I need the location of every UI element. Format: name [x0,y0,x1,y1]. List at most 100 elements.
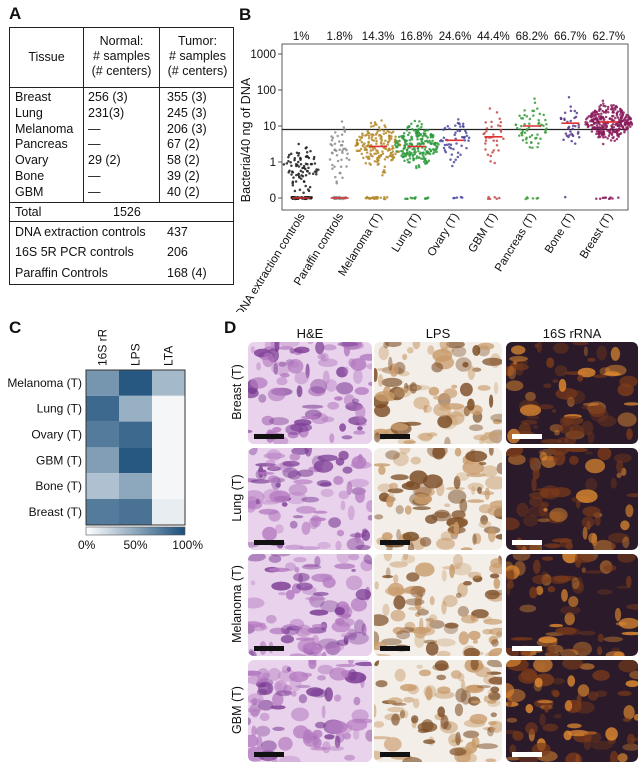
data-point [308,172,311,175]
tissue-blob [302,732,320,748]
scale-bar [512,434,542,439]
tissue-blob [468,630,481,641]
tissue-blob [363,554,372,565]
tissue-blob [392,702,407,706]
tissue-blob [353,696,361,706]
data-point [369,149,373,152]
data-point [383,147,387,150]
heatmap-cell [86,473,119,499]
data-point [495,111,499,114]
data-point [619,120,623,123]
data-point [408,138,412,142]
micrograph-rna [506,554,638,656]
tissue-blob [314,556,321,567]
data-point [542,113,545,117]
data-point [606,107,610,111]
tissue-blob [548,511,566,524]
scale-bar [254,540,284,545]
data-point [304,162,308,166]
tissue-blob [537,700,553,704]
tissue-blob [250,377,268,389]
tissue-blob [488,648,502,656]
header-tumor: Tumor: # samples (# centers) [167,34,228,78]
control-label: DNA extraction controls [15,225,146,239]
x-tick-label: DNA extraction controls [236,211,308,312]
tissue-blob [477,385,491,391]
data-point [418,143,422,146]
tissue-blob [597,415,617,427]
micrograph-row-label: Melanoma (T) [230,565,244,643]
data-point [330,138,334,142]
data-point [525,127,529,131]
tissue-blob [368,381,372,386]
heatmap-cell [86,395,119,422]
tissue-blob [553,342,569,354]
tissue-blob [630,737,638,742]
tissue-blob [346,481,353,496]
data-point [623,122,627,125]
data-point [367,136,371,140]
tissue-blob [300,415,319,420]
data-point [537,121,541,125]
tissue-blob [277,346,293,350]
tissue-blob [626,493,638,498]
tissue-blob [374,391,395,402]
tissue-blob [506,581,511,596]
tissue-blob [352,718,372,724]
data-point [291,183,295,187]
tissue-blob [298,694,308,704]
data-point [628,123,631,126]
tissue-blob [319,482,332,487]
tissue-blob [250,580,256,586]
table-cell-normal: 256 (3) [88,90,128,104]
tissue-blob [312,651,318,656]
data-point [412,153,415,157]
data-point [462,125,465,129]
tissue-blob [317,454,338,462]
data-point [369,152,372,155]
column-header-lps: LPS [425,326,451,341]
data-point [456,129,459,132]
tissue-blob [385,450,400,460]
data-point [291,171,295,174]
data-point [608,197,611,201]
data-point [416,147,420,150]
tissue-blob [451,346,467,357]
data-point [595,121,598,125]
data-point [297,142,300,146]
tissue-blob [437,706,445,718]
data-point [334,175,337,179]
data-point [535,136,538,140]
tissue-blob [267,475,279,484]
data-point [292,176,295,179]
data-point [592,126,595,129]
data-point [302,191,305,194]
tissue-blob [388,356,393,371]
data-point [450,153,454,156]
tissue-blob [348,478,369,488]
scale-bar [512,752,542,757]
tissue-blob [529,586,538,599]
tissue-blob [493,382,499,395]
data-point [384,139,387,143]
tissue-blob [289,618,305,630]
data-point [410,128,414,131]
tissue-blob [382,603,390,617]
data-point [617,133,620,136]
tissue-blob [583,737,592,750]
data-point [307,189,311,193]
tissue-blob [272,692,284,707]
tissue-blob [577,684,590,697]
data-point [491,151,494,154]
data-point [355,149,359,153]
tissue-blob [578,630,596,636]
data-point [370,138,374,142]
tissue-blob [297,638,317,654]
tissue-blob [350,597,367,612]
data-point [598,197,602,200]
micrograph-row-label: Lung (T) [230,474,244,522]
tissue-blob [462,361,469,368]
table-cell-tissue: GBM [15,184,44,199]
data-point [371,148,375,152]
data-point [562,138,565,142]
